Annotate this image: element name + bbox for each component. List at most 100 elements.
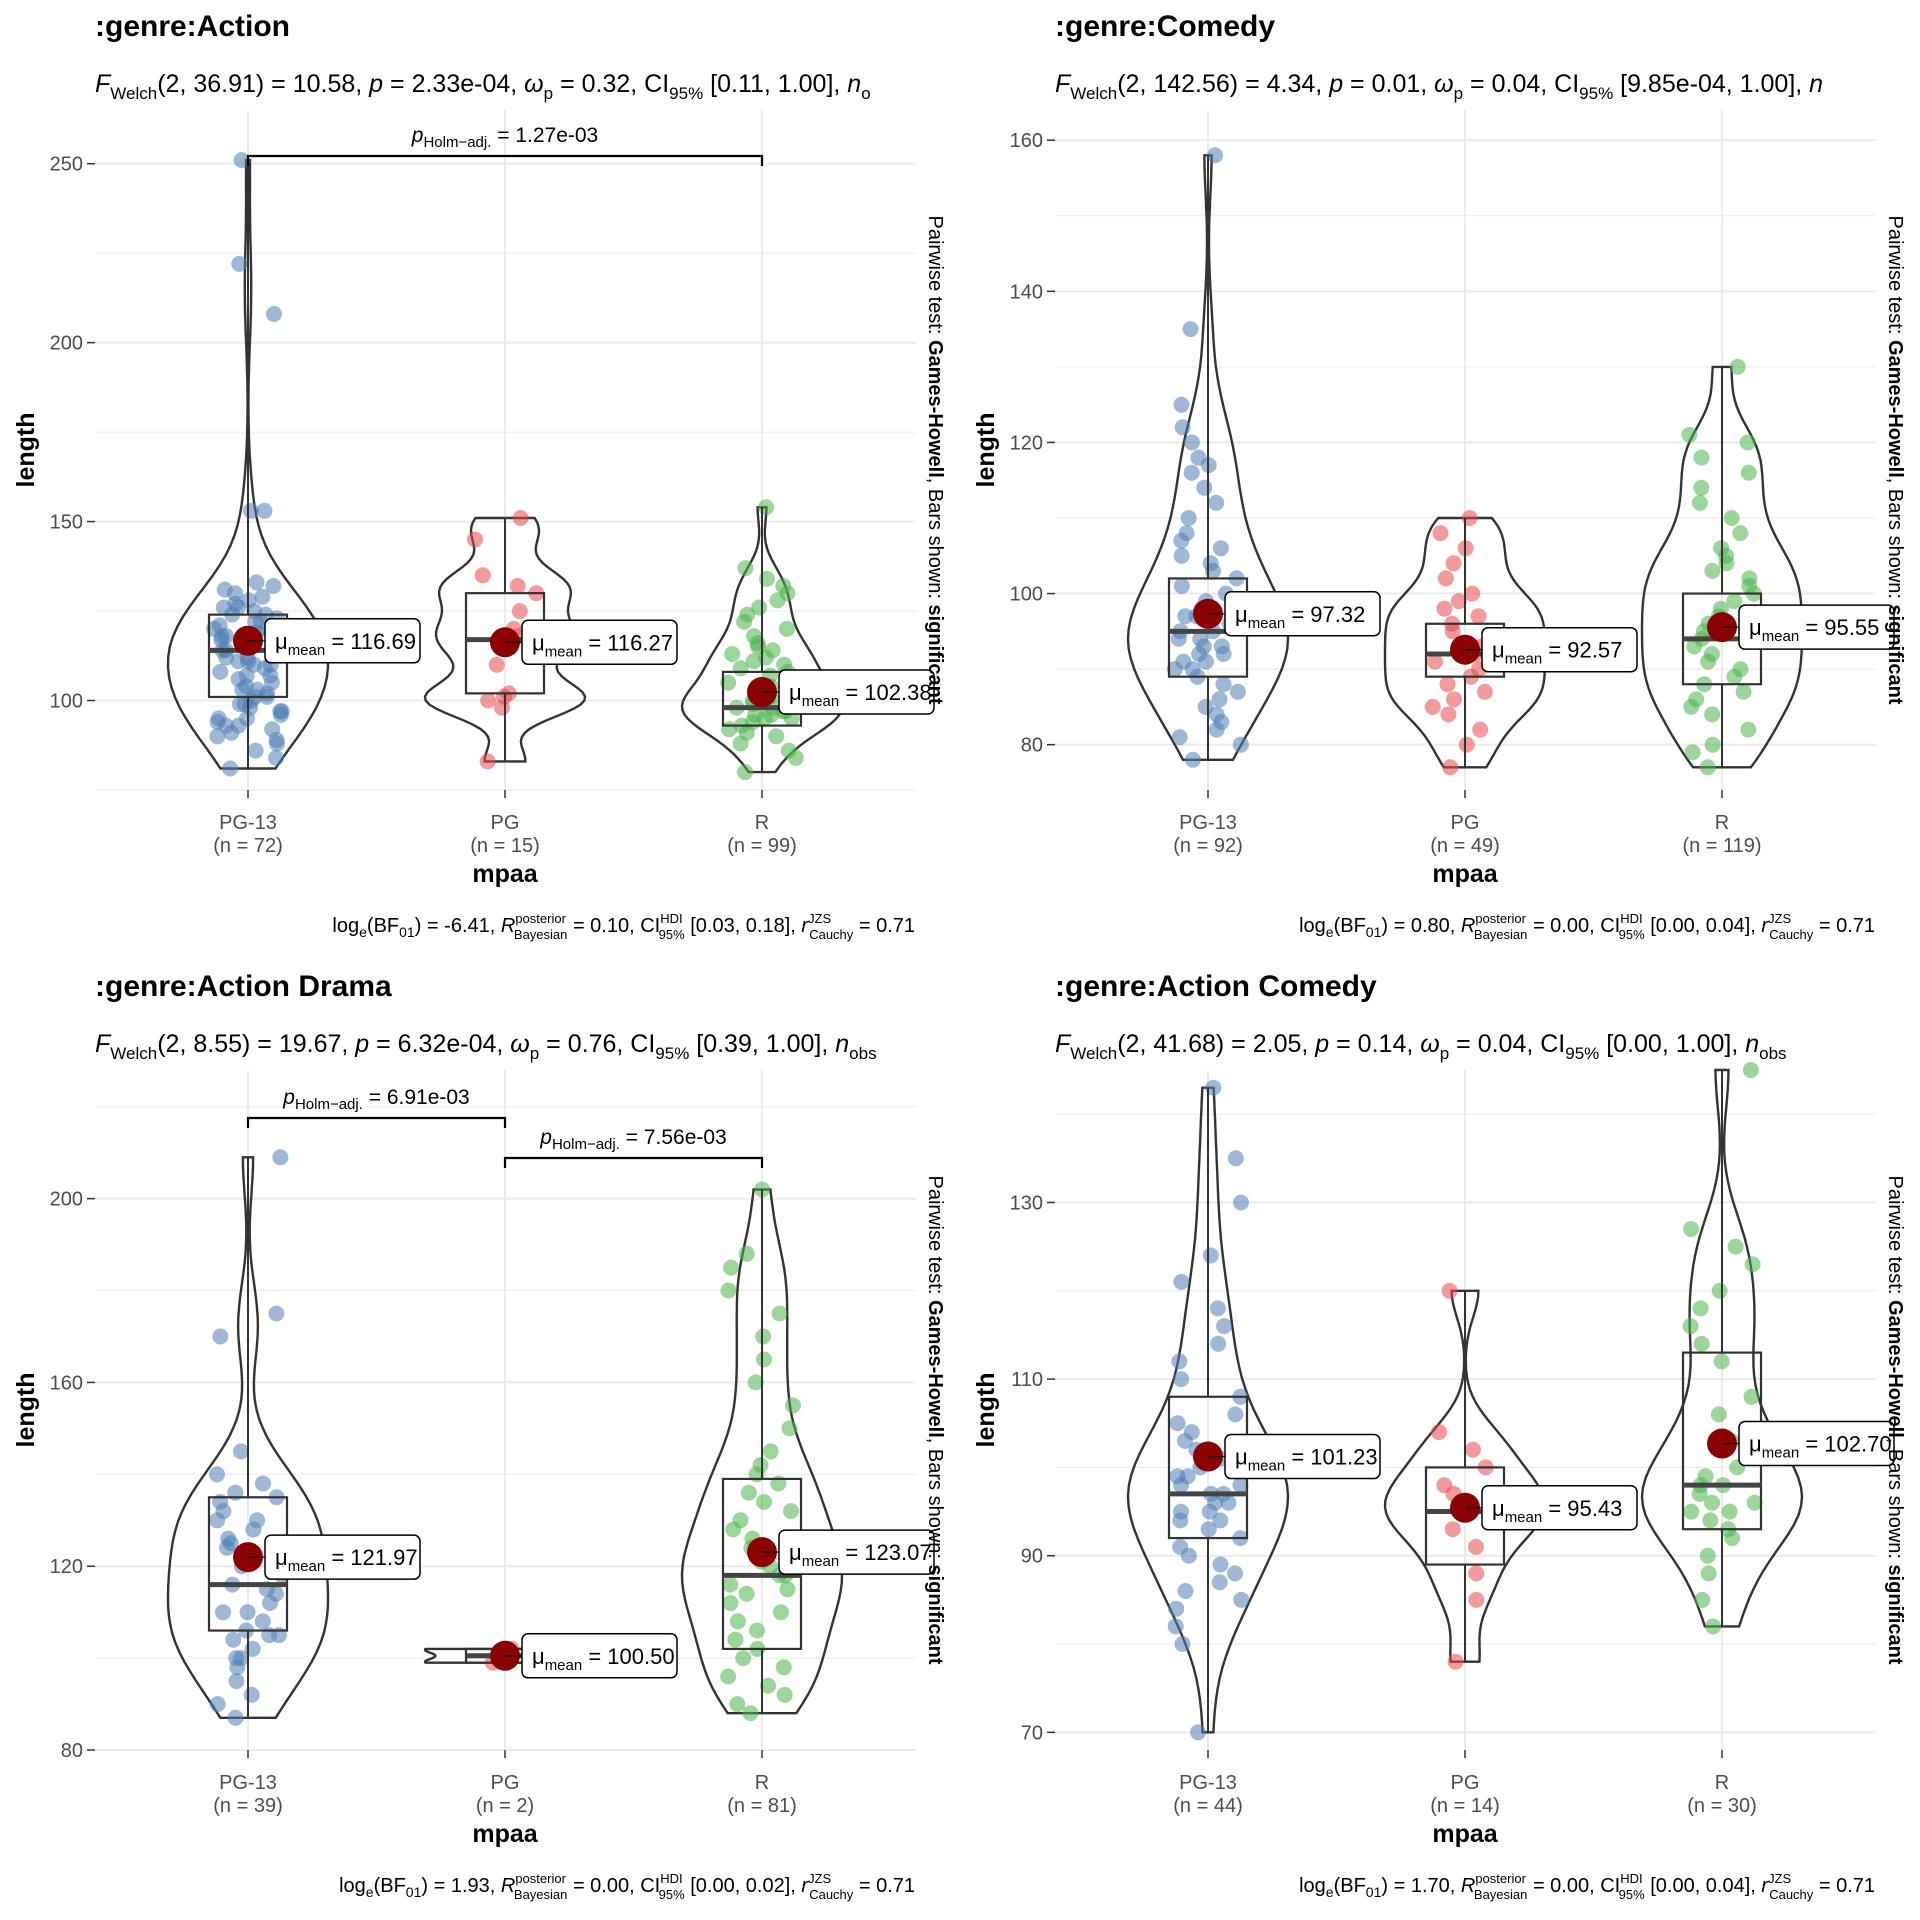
- data-point: [1683, 1221, 1700, 1237]
- data-point: [1713, 1353, 1730, 1370]
- data-point: [268, 749, 285, 766]
- data-point: [1740, 721, 1757, 738]
- y-tick-label: 160: [50, 1372, 83, 1394]
- data-point: [215, 1604, 231, 1621]
- x-tick-label: PG-13: [219, 1772, 277, 1794]
- data-point: [1168, 1600, 1185, 1617]
- x-tick-label: R: [755, 812, 769, 834]
- data-point: [1726, 593, 1743, 610]
- data-point: [738, 1245, 755, 1262]
- n-label: (n = 72): [213, 835, 282, 857]
- data-point: [1430, 1424, 1447, 1441]
- y-tick-label: 150: [50, 512, 83, 534]
- sig-bracket: [246, 154, 764, 166]
- data-point: [1183, 464, 1200, 481]
- data-point: [762, 1443, 779, 1460]
- data-point: [1212, 1512, 1229, 1529]
- data-point: [215, 599, 232, 616]
- bayes-caption: loge(BF01) = -6.41, Rposterior Bayesian =…: [332, 911, 915, 942]
- mean-label: μmean = 92.57: [1492, 638, 1622, 668]
- data-point: [1227, 1150, 1244, 1167]
- mean-label: μmean = 102.70: [1749, 1432, 1892, 1462]
- bayes-caption: loge(BF01) = 1.93, Rposterior Bayesian = …: [339, 1871, 915, 1902]
- data-point: [1233, 1591, 1250, 1608]
- n-label: (n = 99): [727, 835, 796, 857]
- data-point: [212, 1328, 229, 1345]
- data-point: [1169, 1415, 1186, 1432]
- data-point: [763, 706, 780, 723]
- data-point: [776, 656, 793, 673]
- x-axis-label: mpaa: [472, 860, 538, 888]
- data-point: [1470, 608, 1487, 625]
- data-point: [1167, 1618, 1184, 1635]
- n-label: (n = 15): [470, 835, 539, 857]
- data-point: [1171, 729, 1188, 746]
- data-point: [1704, 1494, 1721, 1511]
- mean-label: μmean = 116.69: [275, 629, 416, 659]
- data-point: [1200, 1521, 1217, 1538]
- facet-subtitle: FWelch(2, 142.56) = 4.34, p = 0.01, ωp =…: [1055, 70, 1823, 103]
- facet-subtitle: FWelch(2, 41.68) = 2.05, p = 0.14, ωp = …: [1055, 1030, 1787, 1063]
- data-point: [1213, 638, 1230, 655]
- data-point: [266, 306, 282, 322]
- y-axis-label: length: [12, 413, 40, 488]
- bayes-caption: loge(BF01) = 1.70, Rposterior Bayesian = …: [1299, 1871, 1875, 1902]
- data-point: [1173, 578, 1190, 594]
- data-point: [729, 1613, 746, 1630]
- y-tick-label: 250: [50, 154, 83, 176]
- violin-pg-13: [1126, 154, 1290, 761]
- y-tick-label: 130: [1010, 1192, 1043, 1214]
- data-point: [746, 628, 762, 645]
- data-point: [1173, 1273, 1190, 1290]
- data-point: [1170, 630, 1187, 647]
- data-point: [1220, 1494, 1237, 1511]
- data-point: [740, 1484, 757, 1501]
- data-point: [1173, 547, 1190, 564]
- data-point: [1183, 1424, 1200, 1441]
- data-point: [1704, 706, 1721, 723]
- data-point: [737, 560, 754, 577]
- data-point: [772, 1604, 789, 1621]
- data-point: [1427, 653, 1443, 670]
- data-point: [262, 667, 279, 684]
- data-point: [1458, 736, 1475, 753]
- data-point: [1232, 736, 1249, 753]
- n-label: (n = 14): [1430, 1795, 1499, 1817]
- data-point: [1171, 1353, 1188, 1370]
- data-point: [1740, 464, 1757, 481]
- data-point: [222, 760, 239, 777]
- data-point: [254, 1613, 271, 1630]
- x-tick-label: PG-13: [1179, 1772, 1237, 1794]
- data-point: [249, 681, 266, 698]
- data-point: [1688, 691, 1705, 708]
- data-point: [781, 1420, 798, 1437]
- violin-pg: [423, 516, 587, 763]
- y-tick-label: 110: [1011, 1369, 1043, 1391]
- data-point: [720, 1668, 737, 1685]
- data-point: [1227, 1565, 1244, 1582]
- data-point: [479, 753, 496, 770]
- data-point: [1212, 1556, 1229, 1573]
- data-point: [1215, 676, 1232, 693]
- data-point: [1721, 1503, 1738, 1520]
- data-point: [1210, 1335, 1227, 1352]
- data-point: [1202, 555, 1219, 572]
- data-point: [265, 578, 282, 594]
- mean-label: μmean = 102.38: [789, 680, 932, 710]
- data-point: [209, 1466, 225, 1483]
- data-point: [272, 1149, 289, 1166]
- data-point: [768, 728, 785, 745]
- mean-label-box: [264, 1534, 421, 1580]
- data-point: [1183, 434, 1200, 451]
- data-point: [512, 510, 529, 526]
- data-point: [722, 1576, 739, 1593]
- data-point: [758, 499, 775, 516]
- data-point: [738, 1585, 755, 1602]
- data-point: [1441, 1282, 1458, 1299]
- x-tick-label: PG: [491, 1772, 520, 1794]
- data-point: [1173, 396, 1190, 413]
- n-label: (n = 49): [1430, 835, 1499, 857]
- data-point: [1437, 570, 1454, 587]
- data-point: [233, 1443, 249, 1460]
- data-point: [775, 578, 792, 594]
